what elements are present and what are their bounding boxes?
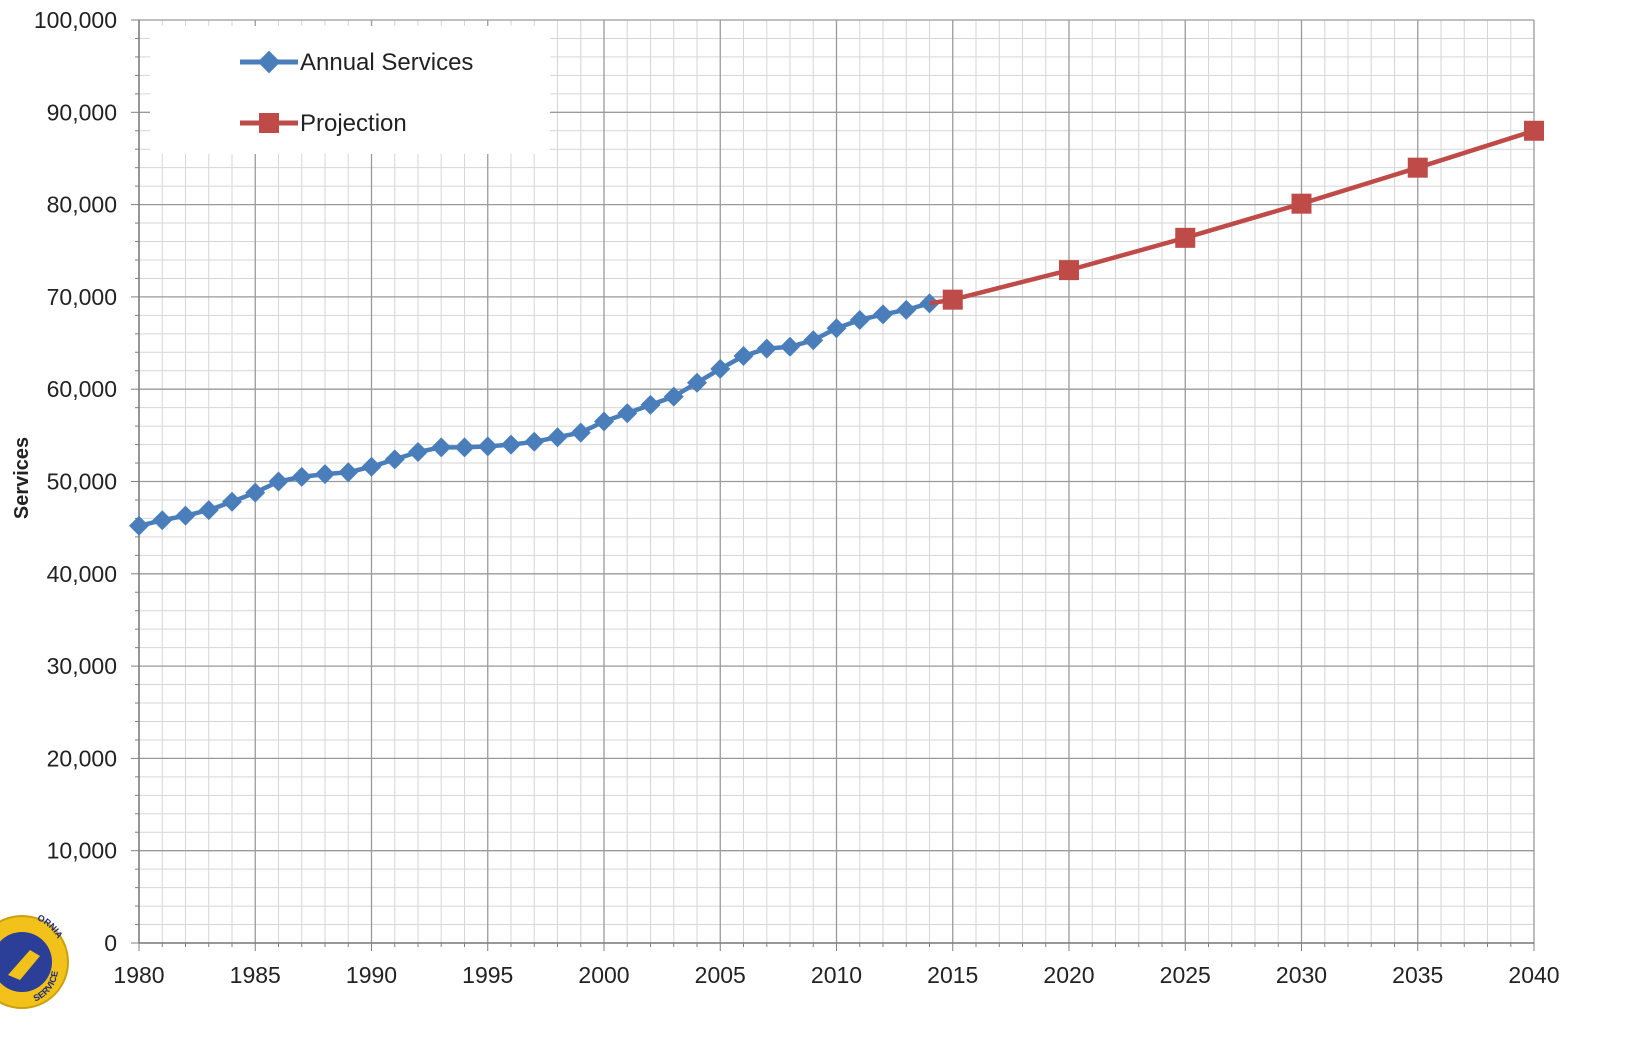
data-point-annual-services <box>501 434 521 455</box>
y-tick-label: 30,000 <box>47 653 117 679</box>
data-point-annual-services <box>896 299 917 320</box>
y-tick-label: 0 <box>104 930 117 956</box>
legend-label-projection: Projection <box>300 110 407 137</box>
x-tick-label: 2015 <box>927 962 978 988</box>
y-tick-label: 10,000 <box>47 838 117 864</box>
data-point-annual-services <box>245 482 266 503</box>
data-point-annual-services <box>570 422 591 443</box>
seal-logo: ORNIA SERVICE <box>0 913 69 1009</box>
data-point-annual-services <box>268 471 289 492</box>
data-point-projection <box>1059 260 1079 281</box>
x-tick-label: 1995 <box>462 962 513 988</box>
x-tick-label: 1980 <box>113 962 164 988</box>
data-point-annual-services <box>175 505 196 526</box>
data-point-annual-services <box>826 318 847 339</box>
data-point-annual-services <box>315 464 335 485</box>
data-point-annual-services <box>431 437 452 458</box>
legend-entry-annual-services: Annual Services <box>240 49 473 76</box>
data-point-annual-services <box>408 441 428 462</box>
data-point-annual-services <box>594 411 614 432</box>
data-point-annual-services <box>524 431 545 452</box>
series-annual-services <box>129 293 940 536</box>
x-tick-label: 2040 <box>1508 962 1559 988</box>
data-point-annual-services <box>733 345 754 366</box>
data-point-annual-services <box>756 338 777 359</box>
data-point-projection <box>942 289 963 310</box>
x-tick-label: 2035 <box>1392 962 1443 988</box>
y-tick-label: 100,000 <box>34 7 117 33</box>
data-point-annual-services <box>477 436 498 457</box>
data-point-projection <box>1291 193 1312 214</box>
y-tick-label: 90,000 <box>47 99 117 125</box>
x-tick-label: 1985 <box>230 962 281 988</box>
x-tick-label: 2030 <box>1276 962 1327 988</box>
x-tick-label: 2010 <box>811 962 862 988</box>
data-point-annual-services <box>129 515 149 536</box>
y-tick-label: 80,000 <box>47 192 117 218</box>
y-tick-label: 70,000 <box>47 284 117 310</box>
data-point-annual-services <box>687 372 707 393</box>
legend-entry-projection: Projection <box>240 110 407 137</box>
data-point-projection <box>1175 227 1196 248</box>
data-point-annual-services <box>222 491 242 512</box>
x-tick-label: 2025 <box>1160 962 1211 988</box>
series-projection <box>929 120 1544 310</box>
data-point-annual-services <box>617 403 638 424</box>
x-tick-label: 2020 <box>1043 962 1094 988</box>
major-gridlines <box>138 19 1535 944</box>
y-axis-title: Services <box>11 437 33 519</box>
y-tick-labels: 0 10,000 20,000 30,000 40,000 50,000 60,000 70,… <box>34 7 117 956</box>
data-point-annual-services <box>384 449 405 470</box>
x-tick-label: 2000 <box>578 962 629 988</box>
data-point-annual-services <box>873 304 893 325</box>
y-tick-label: 60,000 <box>47 376 117 402</box>
data-point-annual-services <box>291 466 312 487</box>
y-tick-label: 40,000 <box>47 561 117 587</box>
series-layer <box>129 120 1544 536</box>
legend-marker-projection <box>259 113 279 133</box>
data-point-annual-services <box>361 456 382 477</box>
data-point-projection <box>1407 157 1428 178</box>
x-tick-label: 1990 <box>346 962 397 988</box>
data-point-projection <box>1524 120 1544 141</box>
data-point-annual-services <box>547 427 568 448</box>
data-point-annual-services <box>710 358 731 379</box>
data-point-annual-services <box>849 309 870 330</box>
data-point-annual-services <box>640 394 661 415</box>
y-tick-label: 20,000 <box>47 745 117 771</box>
data-point-annual-services <box>780 336 800 357</box>
x-tick-labels: 1980 1985 1990 1995 2000 2005 2010 2015 2020 2025… <box>113 962 1559 988</box>
data-point-annual-services <box>454 437 475 458</box>
data-point-annual-services <box>803 330 824 351</box>
data-point-annual-services <box>338 462 359 483</box>
data-point-annual-services <box>663 386 684 407</box>
y-tick-label: 50,000 <box>47 469 117 495</box>
legend: Annual Services Projection <box>150 26 550 154</box>
x-tick-label: 2005 <box>695 962 746 988</box>
legend-label-annual-services: Annual Services <box>300 49 473 76</box>
data-point-annual-services <box>152 510 173 531</box>
data-point-annual-services <box>198 500 219 521</box>
legend-box <box>150 26 550 154</box>
axes <box>131 19 1535 951</box>
